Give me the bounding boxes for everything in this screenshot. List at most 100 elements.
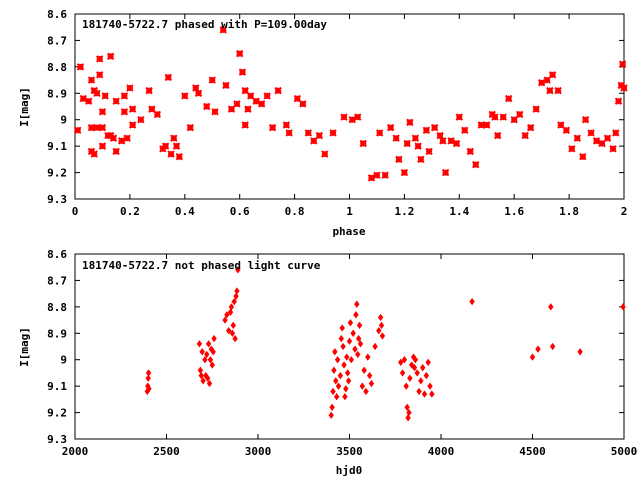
data-point <box>145 86 153 95</box>
data-point <box>494 131 502 140</box>
data-point <box>203 102 211 111</box>
data-point <box>430 123 439 132</box>
data-point <box>379 332 386 340</box>
data-points <box>74 26 628 182</box>
data-point <box>483 121 491 129</box>
data-point <box>359 139 367 148</box>
data-point <box>548 303 554 311</box>
data-point <box>355 350 361 359</box>
data-point <box>109 134 118 142</box>
data-point <box>573 134 582 142</box>
data-point <box>93 123 101 132</box>
data-point <box>227 308 234 316</box>
data-point <box>344 369 351 377</box>
y-tick-label: 9.3 <box>47 193 67 206</box>
y-tick-label: 8.7 <box>47 34 67 47</box>
data-point <box>612 129 620 137</box>
data-point <box>381 171 389 179</box>
data-point <box>447 137 455 145</box>
data-point <box>334 356 341 364</box>
y-tick-label: 9 <box>60 354 67 367</box>
data-point <box>241 121 249 129</box>
data-point <box>344 353 350 361</box>
data-point <box>526 123 535 132</box>
data-point <box>350 329 356 337</box>
data-point <box>355 334 362 343</box>
data-point <box>310 137 318 145</box>
data-point <box>117 137 126 145</box>
data-point <box>241 86 249 95</box>
data-point <box>515 110 524 119</box>
x-tick-label: 2 <box>621 205 628 218</box>
y-tick-label: 8.6 <box>47 8 67 21</box>
data-point <box>412 356 419 364</box>
data-point <box>87 76 96 84</box>
data-point <box>282 121 291 129</box>
data-point <box>232 334 238 343</box>
data-point <box>85 97 93 105</box>
data-point <box>400 168 409 177</box>
x-axis: 2000 2500 3000 3500 4000 4500 5000 <box>62 254 637 458</box>
y-tick-label: 8.7 <box>47 274 67 287</box>
data-point <box>246 92 255 100</box>
data-point <box>368 379 375 388</box>
x-tick-label: 1.4 <box>449 205 469 218</box>
data-point <box>406 408 412 417</box>
data-point <box>340 113 348 121</box>
data-point <box>417 155 425 164</box>
data-point <box>395 155 403 164</box>
data-point <box>598 139 606 148</box>
data-point <box>378 321 385 330</box>
x-tick-label: 4500 <box>519 445 546 458</box>
data-point <box>461 126 469 134</box>
data-point <box>398 358 404 367</box>
data-point <box>219 26 227 34</box>
data-point <box>614 97 623 105</box>
data-point <box>329 403 335 411</box>
data-point <box>226 326 232 335</box>
data-point <box>568 145 576 153</box>
data-point <box>549 342 556 351</box>
data-point <box>425 358 431 367</box>
data-point <box>332 348 338 356</box>
data-point <box>205 340 212 348</box>
data-point <box>414 142 422 150</box>
data-point <box>469 297 475 306</box>
data-point <box>229 329 236 337</box>
data-point <box>427 382 433 390</box>
data-point <box>93 89 101 97</box>
data-point <box>206 379 213 388</box>
data-point <box>425 147 433 156</box>
data-point <box>263 92 271 100</box>
data-point <box>477 121 485 129</box>
data-point <box>233 292 239 300</box>
data-point <box>257 100 266 108</box>
data-point <box>429 390 435 398</box>
x-axis-label: phase <box>332 225 365 238</box>
data-point <box>341 361 347 369</box>
y-tick-label: 9.2 <box>47 407 67 420</box>
data-point <box>581 116 590 124</box>
data-point <box>321 150 329 158</box>
data-point <box>330 387 336 396</box>
data-point <box>411 363 418 372</box>
data-point <box>230 321 236 330</box>
data-point <box>222 316 228 324</box>
data-point <box>372 342 378 351</box>
data-point <box>128 121 137 129</box>
data-point <box>546 86 554 95</box>
data-point <box>145 369 152 377</box>
data-point <box>98 108 107 116</box>
data-point <box>343 385 349 393</box>
data-point <box>452 139 461 148</box>
data-point <box>562 126 571 134</box>
chart-title: 181740-5722.7 phased with P=109.00day <box>82 18 327 31</box>
data-point <box>112 97 120 105</box>
data-point <box>210 348 216 356</box>
data-point <box>222 81 230 90</box>
data-point <box>235 49 244 58</box>
data-point <box>587 129 595 137</box>
x-tick-label: 4000 <box>428 445 455 458</box>
x-axis-label: hjd0 <box>336 464 363 477</box>
data-point <box>164 73 173 82</box>
